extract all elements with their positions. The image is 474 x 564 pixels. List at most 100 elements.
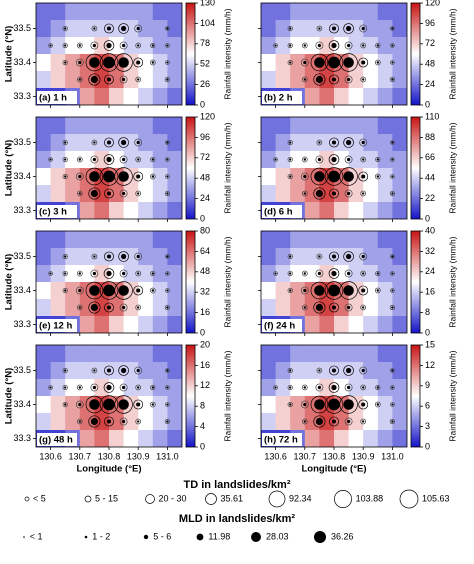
- cell: [377, 134, 393, 152]
- mld-legend-label: 11.98: [208, 531, 230, 541]
- mld-dot: [391, 289, 394, 292]
- cell: [152, 134, 168, 152]
- cell: [123, 37, 139, 55]
- mld-dot: [314, 285, 325, 296]
- cell: [152, 185, 168, 203]
- td-circle: [75, 172, 84, 181]
- colorbar-label: Rainfall intensity (mm/h): [447, 122, 457, 213]
- colorbar-tick-label: 52: [200, 59, 210, 69]
- td-circle: [360, 384, 367, 391]
- mld-dot: [136, 254, 140, 259]
- td-circle: [390, 140, 395, 145]
- cell: [50, 299, 66, 317]
- cell: [109, 379, 124, 397]
- cell: [36, 168, 51, 186]
- cell: [348, 430, 364, 447]
- mld-dot: [151, 175, 154, 178]
- cell: [377, 282, 393, 300]
- cell: [319, 248, 335, 266]
- mld-dot: [89, 285, 100, 296]
- colorbar-tick-label: 8: [200, 401, 205, 411]
- td-circle: [134, 252, 143, 261]
- y-tick-label: 33.3: [13, 91, 31, 101]
- mld-dot: [303, 44, 306, 47]
- mld-dot: [78, 174, 82, 179]
- td-circle: [104, 188, 114, 199]
- mld-dot: [64, 158, 67, 161]
- td-circle: [62, 139, 68, 146]
- td-circle: [343, 365, 354, 376]
- cell: [348, 168, 364, 186]
- td-circle: [164, 190, 171, 197]
- cell: [275, 379, 291, 397]
- cell: [275, 265, 291, 283]
- mld-dot: [166, 306, 169, 309]
- mld-dot: [137, 192, 140, 195]
- cell: [123, 54, 139, 72]
- td-legend-label: < 5: [33, 493, 46, 503]
- cell: [348, 185, 364, 203]
- td-circle: [374, 287, 381, 294]
- td-circle: [287, 367, 293, 374]
- mld-dot: [64, 27, 67, 30]
- td-circle: [316, 367, 323, 374]
- td-circle: [273, 43, 278, 48]
- cell: [109, 88, 124, 105]
- mld-dot: [391, 141, 394, 144]
- mld-dot: [106, 156, 112, 163]
- cell: [167, 430, 182, 447]
- cell: [36, 282, 51, 300]
- td-circle: [328, 382, 340, 393]
- mld-dot: [391, 255, 394, 258]
- cell: [290, 54, 306, 72]
- td-circle: [99, 281, 119, 300]
- td-circle: [103, 382, 115, 393]
- mld-dot: [314, 171, 325, 182]
- td-circle: [329, 251, 339, 262]
- colorbar-tick-label: 72: [200, 152, 210, 162]
- colorbar-tick-label: 48: [200, 266, 210, 276]
- cell: [319, 88, 335, 105]
- td-circle: [301, 270, 308, 277]
- mld-dot: [166, 175, 169, 178]
- cell: [275, 117, 291, 135]
- td-circle: [165, 174, 170, 179]
- cell: [79, 202, 95, 219]
- panel-label-box: [37, 433, 77, 446]
- td-circle: [358, 57, 369, 68]
- mld-dot: [64, 403, 67, 406]
- cell: [138, 54, 154, 72]
- cell: [79, 3, 95, 21]
- td-circle: [358, 285, 369, 296]
- td-circle: [104, 365, 114, 376]
- cell: [304, 88, 320, 105]
- cell: [109, 71, 124, 89]
- cell: [290, 299, 306, 317]
- cell: [109, 345, 124, 363]
- mld-dot: [103, 284, 115, 297]
- mld-dot: [317, 271, 322, 276]
- cell: [319, 202, 335, 219]
- cell: [290, 362, 306, 380]
- cell: [36, 71, 51, 89]
- mld-dot: [64, 255, 67, 258]
- mld-dot: [93, 141, 96, 144]
- td-circle: [315, 155, 324, 164]
- mld-dot: [331, 419, 337, 424]
- cell: [290, 379, 306, 397]
- mld-dot: [166, 403, 169, 406]
- cell: [392, 396, 407, 414]
- cell: [36, 362, 51, 380]
- colorbar-tick-label: 78: [200, 38, 210, 48]
- colorbar-tick-label: 8: [425, 307, 430, 317]
- mld-dot: [331, 191, 337, 196]
- td-circle: [390, 60, 395, 65]
- td-circle: [88, 415, 101, 428]
- mld-dot: [64, 386, 67, 389]
- cell: [377, 37, 393, 55]
- colorbar-tick-label: 0: [425, 327, 430, 337]
- colorbar: [185, 116, 196, 220]
- td-circle: [85, 395, 104, 414]
- cell: [261, 134, 276, 152]
- colorbar-tick-label: 44: [425, 173, 435, 183]
